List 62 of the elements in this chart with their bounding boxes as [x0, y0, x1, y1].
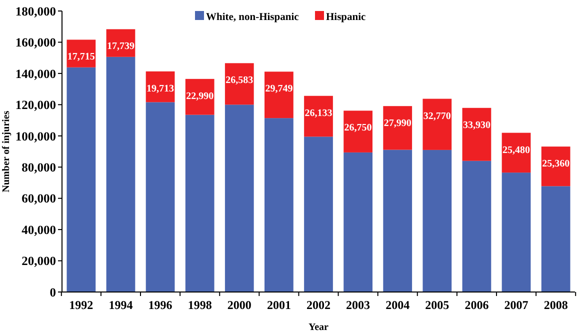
- bar: [344, 110, 372, 152]
- bar: [541, 146, 570, 186]
- bar: [185, 114, 214, 292]
- data-label: 25,480: [502, 144, 530, 156]
- x-tick-label: 1992: [69, 298, 94, 312]
- data-label: 26,750: [344, 122, 372, 134]
- bar: [66, 67, 96, 292]
- bar: [462, 160, 492, 292]
- data-label: 32,770: [423, 110, 451, 122]
- y-tick-label: 180,000: [15, 4, 56, 18]
- bar: [304, 136, 333, 292]
- data-label: 33,930: [462, 120, 490, 131]
- x-tick-label: 1994: [108, 298, 133, 312]
- bar: [462, 108, 492, 161]
- legend-label: White, non-Hispanic: [206, 12, 300, 23]
- data-label: 22,990: [186, 90, 214, 102]
- x-tick-label: 2000: [227, 298, 252, 312]
- bar: [66, 40, 96, 68]
- bar: [146, 102, 175, 292]
- data-label: 29,749: [265, 84, 293, 95]
- data-label: 26,133: [304, 108, 332, 119]
- data-label: 27,990: [384, 118, 412, 130]
- x-tick-label: 2006: [464, 298, 489, 312]
- x-tick-label: 2002: [306, 298, 330, 312]
- x-axis-title: Year: [308, 322, 330, 333]
- bar: [264, 72, 294, 118]
- y-tick-label: 120,000: [15, 98, 56, 112]
- x-tick-label: 2001: [266, 298, 291, 312]
- y-tick-label: 0: [50, 285, 56, 300]
- x-tick-label: 2004: [386, 298, 410, 312]
- data-label: 19,713: [146, 83, 174, 94]
- data-label: 26,583: [226, 75, 254, 86]
- bar: [541, 186, 570, 292]
- data-label: 25,360: [542, 158, 570, 170]
- x-tick-label: 2005: [425, 298, 450, 312]
- x-tick-label: 2008: [544, 298, 568, 312]
- data-label: 17,739: [106, 41, 134, 52]
- x-tick-label: 2003: [346, 298, 370, 312]
- bar: [422, 98, 452, 150]
- bar: [224, 63, 254, 105]
- bar: [502, 172, 531, 292]
- bar: [383, 106, 412, 150]
- bar: [304, 96, 333, 137]
- x-tick-label: 2007: [504, 298, 528, 312]
- bar: [344, 152, 372, 292]
- x-tick-label: 1996: [148, 298, 172, 312]
- y-tick-label: 100,000: [15, 129, 56, 144]
- bar: [264, 118, 294, 292]
- y-tick-label: 140,000: [15, 66, 56, 81]
- y-tick-label: 60,000: [22, 192, 56, 206]
- y-axis-title: Number of injuries: [1, 110, 12, 192]
- legend-label: Hispanic: [326, 12, 366, 23]
- bar: [224, 104, 254, 292]
- y-tick-label: 80,000: [22, 160, 56, 174]
- data-label: 17,715: [67, 52, 95, 63]
- y-tick-label: 20,000: [22, 254, 56, 268]
- x-tick-label: 1998: [188, 298, 212, 312]
- y-tick-label: 160,000: [15, 36, 56, 50]
- bar: [422, 150, 452, 292]
- y-tick-label: 40,000: [22, 222, 56, 237]
- bar: [106, 56, 136, 292]
- bar: [383, 150, 412, 292]
